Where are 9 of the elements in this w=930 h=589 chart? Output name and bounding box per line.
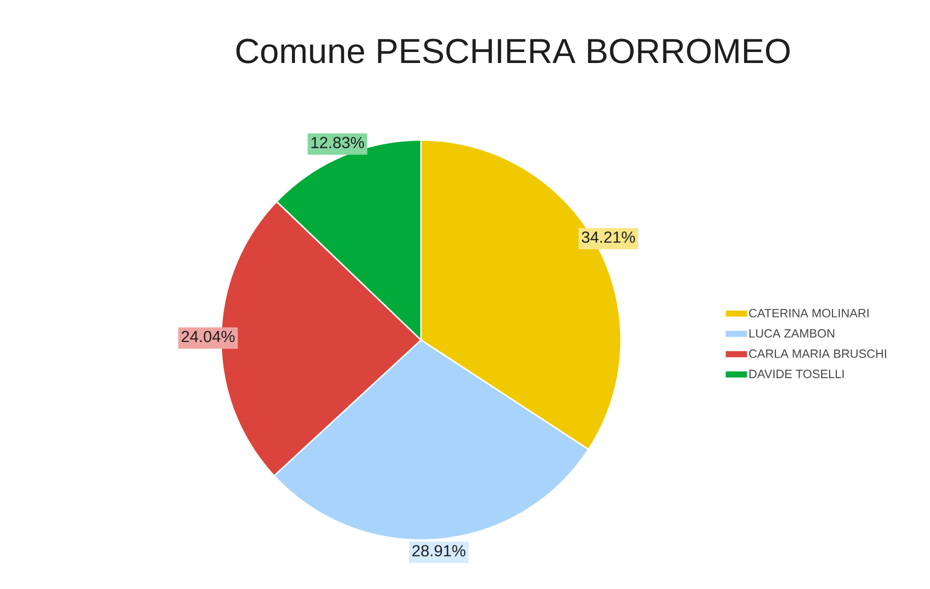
data-label: 34.21% — [582, 231, 635, 243]
legend-label: CATERINA MOLINARI — [749, 308, 869, 318]
legend-label: LUCA ZAMBON — [749, 329, 834, 338]
chart-title: Comune PESCHIERA BORROMEO — [236, 38, 790, 64]
data-label: 24.04% — [182, 330, 235, 342]
legend-label: DAVIDE TOSELLI — [749, 370, 844, 378]
legend-label: CARLA MARIA BRUSCHI — [749, 349, 886, 358]
data-label: 28.91% — [412, 545, 466, 556]
data-label: 12.83% — [312, 136, 364, 148]
